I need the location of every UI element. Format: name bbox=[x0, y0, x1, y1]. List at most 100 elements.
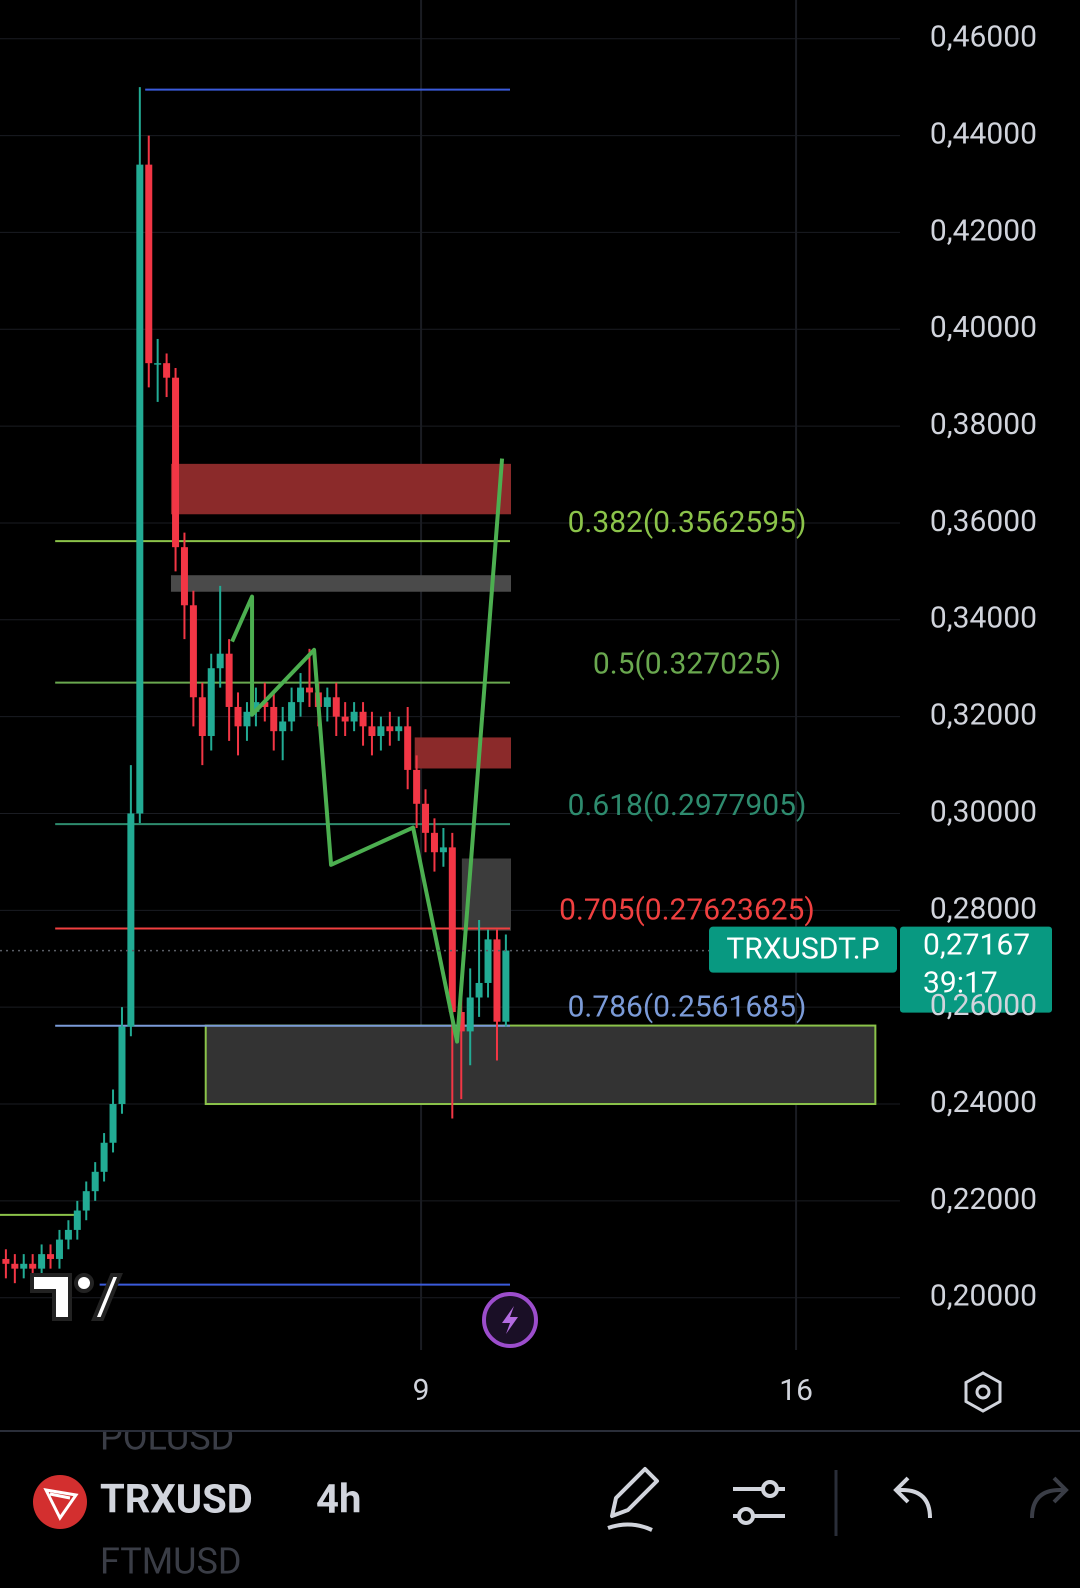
fib-label: 0.705(0.27623625) bbox=[559, 892, 815, 927]
symbol-label-box bbox=[709, 926, 897, 973]
candle-body bbox=[118, 1026, 126, 1105]
candle-body bbox=[422, 803, 430, 833]
y-tick-label: 0,30000 bbox=[930, 794, 1037, 829]
candle-body bbox=[430, 832, 438, 853]
y-tick-label: 0,36000 bbox=[930, 504, 1037, 539]
candle-body bbox=[172, 377, 180, 548]
y-tick-label: 0,28000 bbox=[930, 891, 1037, 926]
candle-body bbox=[270, 706, 278, 732]
interval[interactable]: 4h bbox=[316, 1476, 361, 1523]
zone bbox=[414, 737, 512, 769]
candle-body bbox=[484, 939, 492, 983]
candle-body bbox=[91, 1171, 99, 1192]
candle-body bbox=[154, 363, 162, 365]
candle-body bbox=[261, 702, 269, 707]
price-label: 0,27167 bbox=[923, 928, 1030, 963]
tron-logo bbox=[43, 1488, 79, 1521]
settings-button[interactable] bbox=[964, 1371, 1002, 1413]
fib-label: 0.786(0.2561685) bbox=[568, 990, 807, 1025]
candle-body bbox=[457, 1012, 465, 1032]
candle-body bbox=[288, 702, 296, 722]
lightning-button[interactable] bbox=[482, 1292, 538, 1348]
price-label-box bbox=[900, 926, 1052, 1013]
candle-body bbox=[225, 653, 233, 707]
y-tick-label: 0,44000 bbox=[930, 117, 1037, 152]
y-tick-label: 0,42000 bbox=[930, 213, 1037, 248]
y-tick-label: 0,32000 bbox=[930, 698, 1037, 733]
y-tick-label: 0,20000 bbox=[930, 1279, 1037, 1314]
candle-body bbox=[136, 164, 144, 814]
candle-body bbox=[109, 1104, 117, 1143]
candle-body bbox=[297, 687, 305, 703]
candle-body bbox=[100, 1142, 108, 1172]
candle-body bbox=[404, 726, 412, 770]
symbol[interactable]: TRXUSD bbox=[100, 1476, 253, 1523]
fib-label: 0.618(0.2977905) bbox=[568, 788, 807, 823]
toolbar: POLUSD TRXUSD 4h FTMUSD bbox=[0, 1417, 1080, 1588]
candle-body bbox=[234, 706, 242, 727]
countdown: 39:17 bbox=[923, 966, 998, 1001]
candle-body bbox=[386, 726, 394, 732]
candle-body bbox=[180, 547, 188, 606]
zigzag-path bbox=[230, 458, 505, 1044]
fib-label: 0.5(0.327025) bbox=[593, 647, 781, 682]
candle-body bbox=[2, 1258, 10, 1264]
candle-body bbox=[216, 653, 224, 669]
y-tick-label: 0,40000 bbox=[930, 310, 1037, 345]
candle-body bbox=[20, 1263, 28, 1269]
prev-symbol: POLUSD bbox=[100, 1432, 234, 1459]
y-tick-label: 0,24000 bbox=[930, 1085, 1037, 1120]
candle-body bbox=[350, 711, 358, 722]
candle-body bbox=[377, 726, 385, 737]
candle-body bbox=[413, 769, 421, 804]
draw-button[interactable] bbox=[607, 1467, 659, 1532]
candle-body bbox=[47, 1254, 55, 1259]
candle-body bbox=[332, 697, 340, 717]
symbol-label: TRXUSDT.P bbox=[726, 932, 879, 967]
candle-body bbox=[475, 982, 483, 998]
candle-body bbox=[439, 847, 447, 853]
y-tick-label: 0,34000 bbox=[930, 601, 1037, 636]
tradingview-logo bbox=[30, 1273, 123, 1321]
candle-body bbox=[198, 697, 206, 737]
candle-body bbox=[163, 363, 171, 378]
candle-body bbox=[368, 726, 376, 737]
candle-body bbox=[466, 997, 474, 1032]
y-tick-label: 0,22000 bbox=[930, 1182, 1037, 1217]
zone bbox=[170, 463, 511, 515]
candle-body bbox=[323, 697, 331, 707]
y-tick-label: 0,38000 bbox=[930, 407, 1037, 442]
x-tick-label: 16 bbox=[779, 1373, 813, 1408]
candle-body bbox=[502, 950, 510, 1022]
candle-body bbox=[252, 702, 260, 712]
toolbar-svg: POLUSD TRXUSD 4h FTMUSD bbox=[33, 1417, 1069, 1583]
candle-body bbox=[73, 1210, 81, 1230]
redo-button[interactable] bbox=[1030, 1476, 1069, 1519]
y-tick-label: 0,26000 bbox=[930, 988, 1037, 1023]
candle-body bbox=[82, 1191, 90, 1211]
chart: 0.382(0.3562595) 0.5(0.327025) 0.618(0.297… bbox=[0, 0, 1052, 1413]
candle-body bbox=[448, 847, 456, 1013]
candle-body bbox=[38, 1254, 46, 1269]
zone bbox=[204, 1024, 877, 1106]
candle-body bbox=[29, 1263, 37, 1269]
candle-body bbox=[243, 711, 251, 727]
candle-body bbox=[11, 1263, 19, 1269]
candle-body bbox=[395, 726, 403, 732]
y-tick-label: 0,46000 bbox=[930, 20, 1037, 55]
zone bbox=[170, 575, 511, 592]
candle-body bbox=[359, 711, 367, 727]
indicators-button[interactable] bbox=[733, 1480, 785, 1525]
x-tick-label: 9 bbox=[413, 1373, 430, 1408]
candle-body bbox=[493, 939, 501, 1022]
next-symbol: FTMUSD bbox=[100, 1541, 242, 1583]
undo-button[interactable] bbox=[893, 1476, 932, 1519]
candle-body bbox=[341, 716, 349, 722]
candle-body bbox=[127, 813, 135, 1027]
candle-body bbox=[279, 721, 287, 732]
candle-body bbox=[64, 1229, 72, 1240]
symbol-icon bbox=[33, 1475, 87, 1529]
candle-body bbox=[305, 687, 313, 693]
candle-body bbox=[145, 164, 153, 364]
